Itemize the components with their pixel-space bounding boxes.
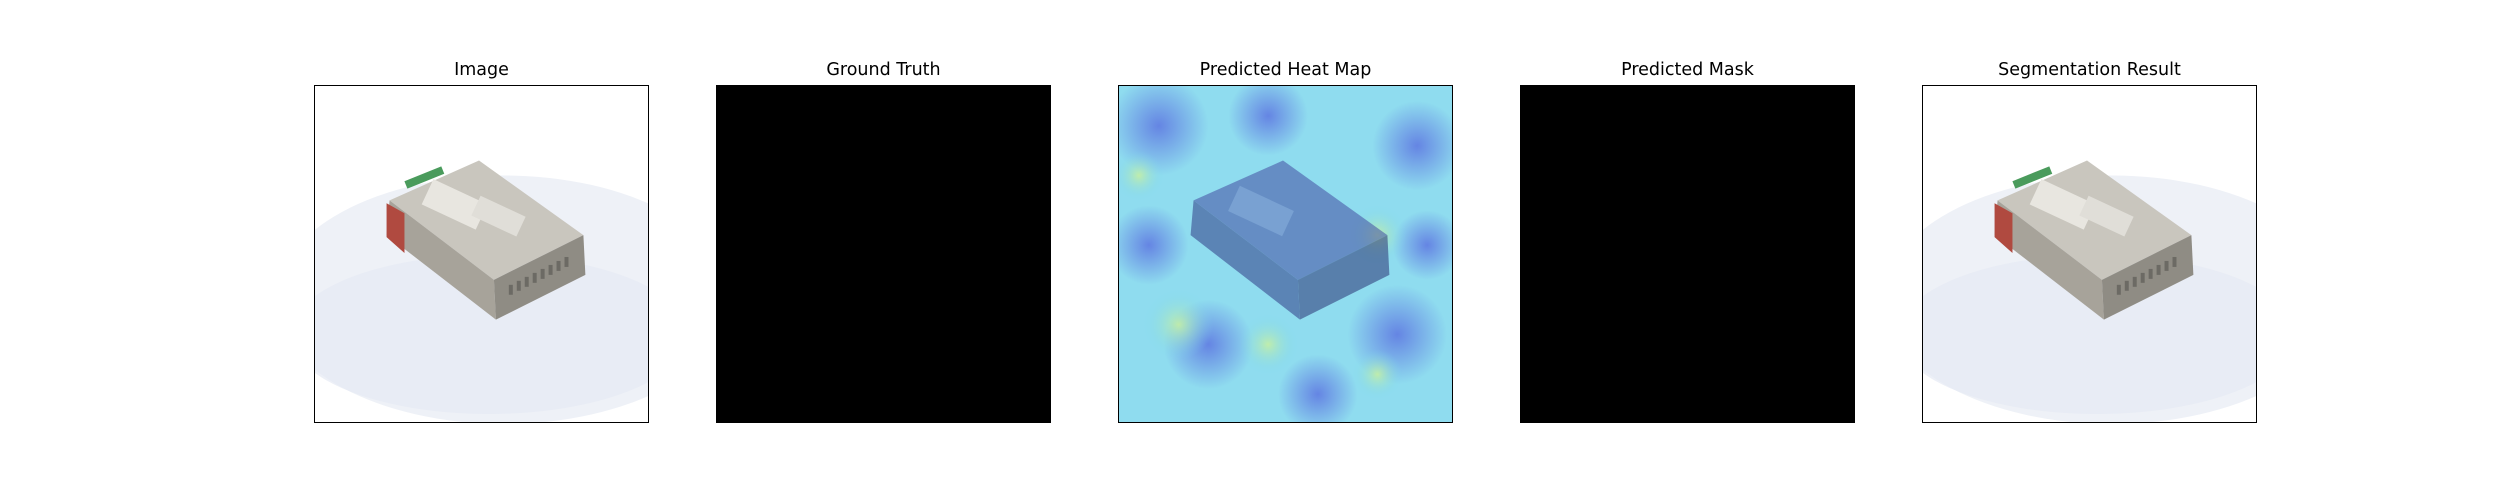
device-photo — [315, 86, 648, 422]
panel-segmentation-result — [1922, 85, 2257, 423]
segmentation-photo — [1923, 86, 2256, 422]
panel-image — [314, 85, 649, 423]
device-body — [386, 160, 586, 320]
panel-title-heatmap: Predicted Heat Map — [1199, 60, 1372, 80]
panel-ground-truth — [716, 85, 1051, 423]
predicted-mask — [1521, 86, 1854, 422]
panel-heatmap — [1118, 85, 1453, 423]
panel-title-segmentation-result: Segmentation Result — [1998, 60, 2181, 80]
panel-title-ground-truth: Ground Truth — [826, 60, 941, 80]
heatmap-device — [1190, 160, 1390, 320]
panel-title-image: Image — [454, 60, 509, 80]
device-body — [1994, 160, 2194, 320]
panel-predicted-mask — [1520, 85, 1855, 423]
panel-title-predicted-mask: Predicted Mask — [1621, 60, 1754, 80]
ground-truth-mask — [717, 86, 1050, 422]
heatmap-overlay — [1119, 86, 1452, 422]
